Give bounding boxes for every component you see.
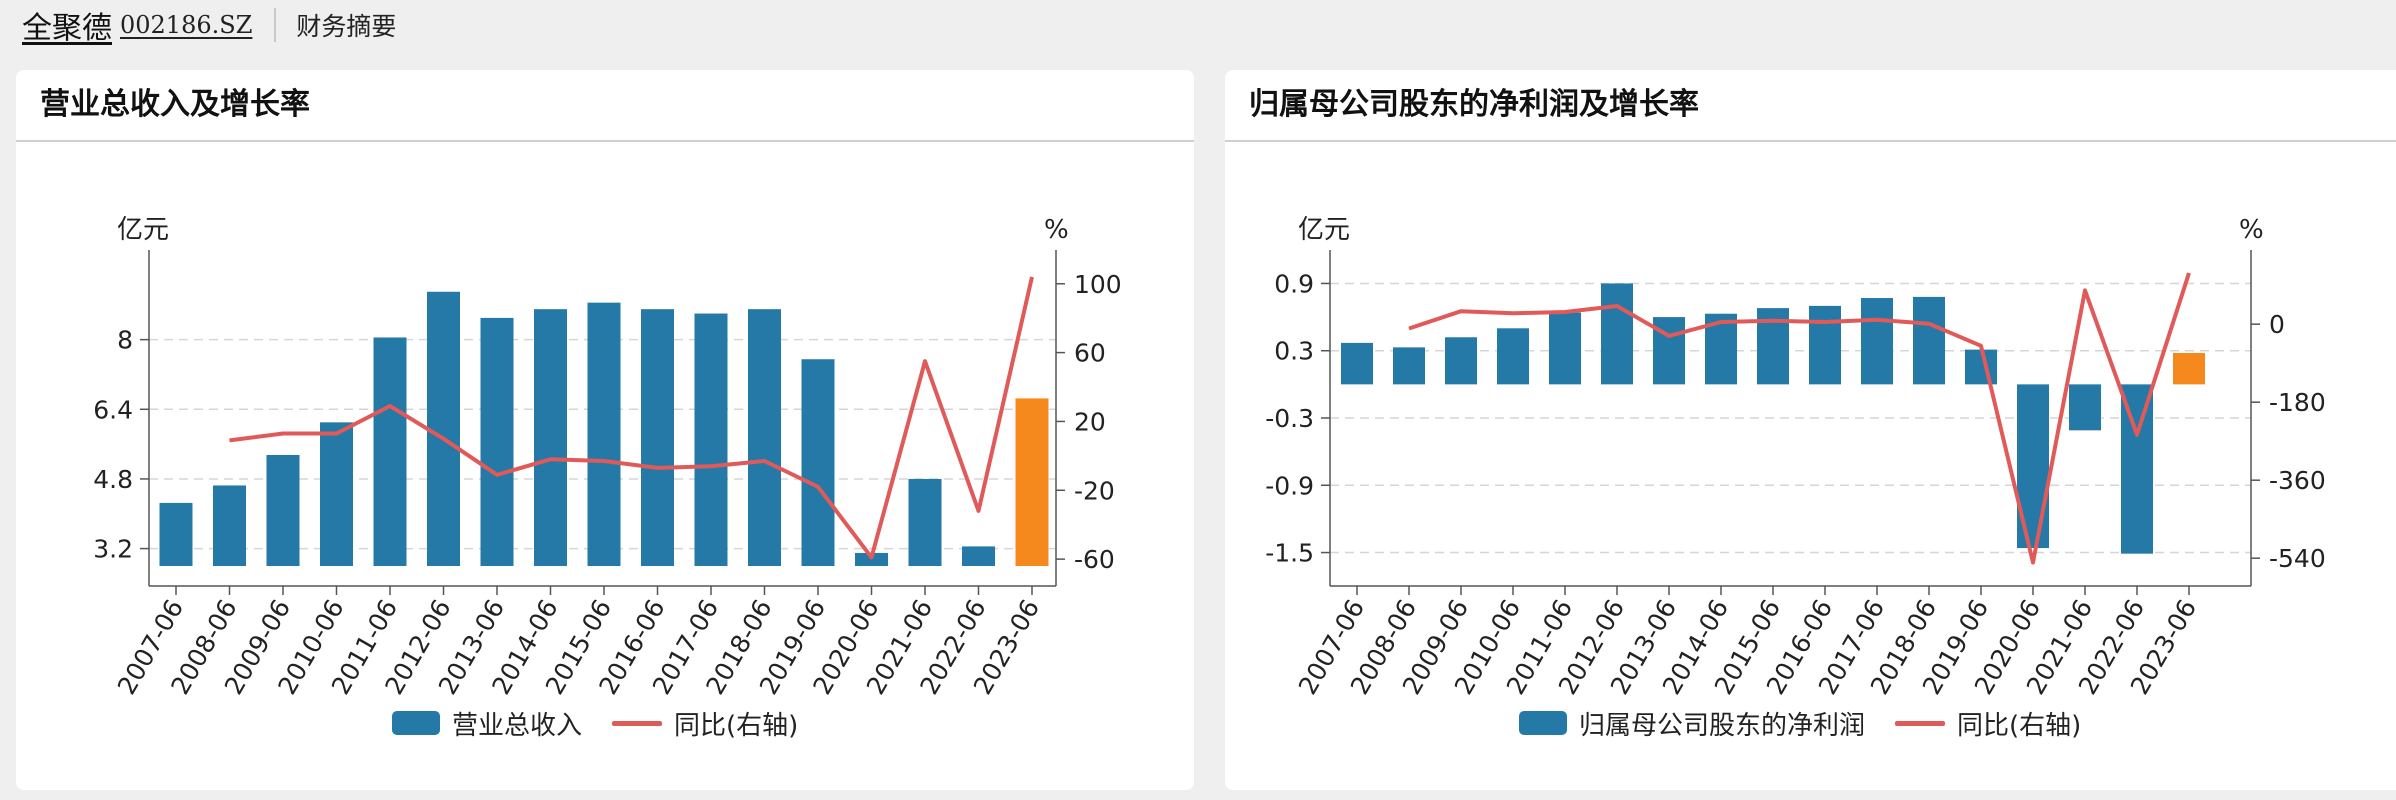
y2-tick-label: 20 bbox=[1074, 407, 1106, 436]
revenue-chart-title: 营业总收入及增长率 bbox=[40, 87, 310, 122]
y2-axis-unit-label: % bbox=[1044, 215, 1069, 245]
bar bbox=[1015, 398, 1049, 566]
legend-label-yoy: 同比(右轴) bbox=[1957, 710, 2082, 741]
yoy-line bbox=[229, 276, 1034, 560]
legend-label-net-profit: 归属母公司股东的净利润 bbox=[1579, 710, 1866, 741]
legend-line-swatch bbox=[1895, 720, 1946, 726]
bar bbox=[1965, 349, 1997, 385]
bar bbox=[694, 313, 728, 566]
company-code-link[interactable]: 002186.SZ bbox=[120, 11, 253, 39]
legend-item-net-profit[interactable]: 归属母公司股东的净利润 bbox=[1519, 705, 1865, 742]
bar bbox=[1861, 298, 1893, 385]
section-title: 财务摘要 bbox=[296, 12, 397, 41]
net-profit-chart-legend: 归属母公司股东的净利润 同比(右轴) bbox=[1519, 703, 2111, 743]
legend-label-revenue: 营业总收入 bbox=[452, 710, 583, 741]
y-axis-unit-label: 亿元 bbox=[117, 215, 169, 245]
net-profit-chart-panel: 归属母公司股东的净利润及增长率 -1.5 -0.9 -0.3 0.3 0.9 -540 -3… bbox=[1225, 70, 2396, 790]
bar bbox=[908, 478, 942, 566]
y2-tick-label: -360 bbox=[2269, 466, 2326, 495]
revenue-panel-header: 营业总收入及增长率 bbox=[16, 70, 1194, 142]
bar bbox=[213, 485, 246, 566]
bar bbox=[480, 317, 514, 566]
bar bbox=[801, 359, 835, 566]
bar bbox=[1601, 283, 1633, 385]
bar bbox=[320, 422, 353, 566]
legend-item-yoy[interactable]: 同比(右轴) bbox=[1895, 705, 2081, 742]
header-divider bbox=[274, 8, 277, 42]
y2-tick-label: 0 bbox=[2269, 310, 2285, 339]
bar bbox=[1341, 342, 1373, 385]
y-tick-label: 6.4 bbox=[93, 395, 133, 424]
bar bbox=[534, 309, 567, 566]
net-profit-chart-title: 归属母公司股东的净利润及增长率 bbox=[1249, 87, 1699, 122]
bar bbox=[2069, 384, 2101, 431]
bar bbox=[962, 546, 995, 566]
legend-line-swatch bbox=[612, 720, 663, 726]
bar bbox=[2173, 352, 2205, 385]
y-tick-label: 4.8 bbox=[93, 465, 133, 494]
yoy-line bbox=[1408, 272, 2191, 565]
y2-tick-label: -180 bbox=[2269, 388, 2326, 417]
y-tick-label: -0.3 bbox=[1265, 404, 1314, 433]
legend-item-revenue[interactable]: 营业总收入 bbox=[392, 705, 582, 742]
y-axis-unit-label: 亿元 bbox=[1298, 215, 1350, 245]
bar bbox=[855, 552, 888, 566]
bar bbox=[2121, 384, 2153, 554]
bar bbox=[1445, 337, 1477, 385]
bar bbox=[1393, 347, 1425, 385]
bar bbox=[266, 455, 300, 566]
bar bbox=[748, 309, 781, 566]
legend-bar-swatch bbox=[392, 711, 440, 735]
bar bbox=[641, 309, 674, 566]
legend-item-yoy[interactable]: 同比(右轴) bbox=[612, 705, 798, 742]
page-header: 全聚德 002186.SZ 财务摘要 bbox=[22, 0, 396, 50]
y-tick-label: -0.9 bbox=[1265, 471, 1314, 500]
bar bbox=[373, 337, 407, 566]
y2-tick-label: 100 bbox=[1074, 270, 1122, 299]
legend-label-yoy: 同比(右轴) bbox=[674, 710, 799, 741]
y-tick-label: 0.3 bbox=[1274, 337, 1314, 366]
bar bbox=[587, 302, 621, 566]
y-tick-label: 0.9 bbox=[1274, 269, 1314, 298]
bar bbox=[1809, 305, 1841, 385]
y2-tick-label: 60 bbox=[1074, 339, 1106, 368]
net-profit-panel-header: 归属母公司股东的净利润及增长率 bbox=[1225, 70, 2396, 142]
y2-axis-unit-label: % bbox=[2239, 215, 2264, 245]
bar bbox=[427, 291, 460, 566]
y2-tick-label: -20 bbox=[1074, 476, 1115, 505]
y-tick-label: 3.2 bbox=[93, 535, 133, 564]
bar bbox=[1913, 296, 1945, 385]
y-tick-label: -1.5 bbox=[1265, 539, 1314, 568]
y2-tick-label: -60 bbox=[1074, 545, 1115, 574]
revenue-chart-legend: 营业总收入 同比(右轴) bbox=[392, 703, 828, 743]
y2-tick-label: -540 bbox=[2269, 544, 2326, 573]
company-name-link[interactable]: 全聚德 bbox=[22, 11, 112, 46]
legend-bar-swatch bbox=[1519, 711, 1567, 735]
bar bbox=[1497, 328, 1529, 385]
bar bbox=[1549, 312, 1581, 385]
bar bbox=[159, 502, 193, 566]
y-tick-label: 8 bbox=[117, 326, 133, 355]
revenue-chart-panel: 营业总收入及增长率 3.2 4.8 6.4 8 -60 -20 20 60 100 亿元% 2007… bbox=[16, 70, 1194, 790]
